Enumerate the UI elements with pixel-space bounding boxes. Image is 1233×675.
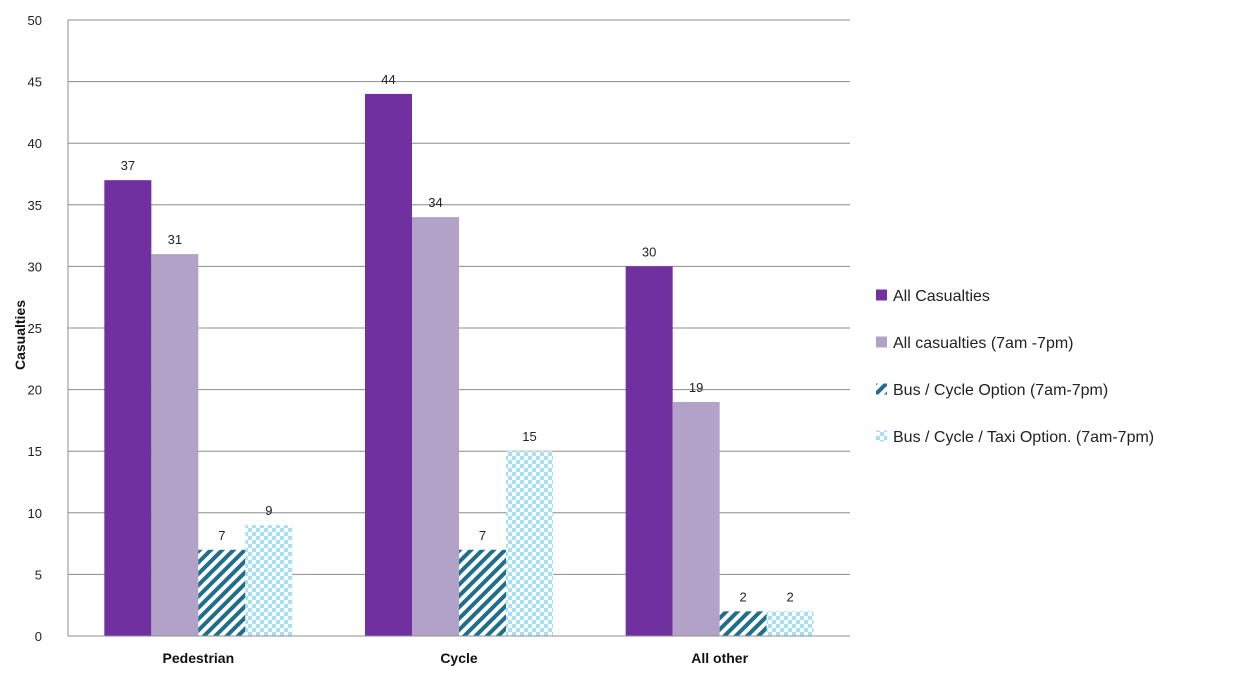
x-tick-label: Cycle: [440, 650, 478, 666]
data-label: 7: [218, 528, 225, 543]
y-tick-label: 10: [28, 506, 42, 521]
y-tick-label: 20: [28, 383, 42, 398]
bar: [365, 93, 412, 637]
x-tick-label: All other: [691, 650, 748, 666]
data-label: 44: [381, 72, 395, 87]
bar: [245, 525, 293, 636]
legend-label: All casualties (7am -7pm): [893, 335, 1074, 352]
bar: [198, 549, 246, 636]
data-label: 2: [740, 589, 747, 604]
y-tick-label: 40: [28, 136, 42, 151]
data-label: 19: [689, 380, 703, 395]
bar: [766, 611, 814, 636]
bar: [506, 451, 553, 636]
data-label: 15: [522, 429, 536, 444]
bar: [412, 217, 459, 636]
bar: [719, 611, 767, 636]
y-tick-label: 5: [35, 567, 42, 582]
data-label: 30: [642, 244, 656, 259]
data-label: 31: [168, 232, 182, 247]
legend-label: All Casualties: [893, 288, 990, 305]
legend-swatch: [876, 383, 887, 395]
legend: All Casualties All casualties (7am -7pm) B…: [876, 288, 1154, 446]
data-label: 2: [787, 589, 794, 604]
y-tick-label: 25: [28, 321, 42, 336]
y-tick-label: 45: [28, 75, 42, 90]
bar: [151, 254, 199, 636]
bar: [104, 180, 152, 636]
y-tick-label: 15: [28, 444, 42, 459]
y-tick-label: 0: [35, 629, 42, 644]
legend-swatch: [876, 336, 887, 348]
legend-swatch: [876, 289, 887, 301]
x-tick-label: Pedestrian: [163, 650, 235, 666]
data-label: 7: [479, 528, 486, 543]
legend-swatch: [876, 430, 887, 442]
legend-label: Bus / Cycle / Taxi Option. (7am-7pm): [893, 429, 1154, 446]
legend-label: Bus / Cycle Option (7am-7pm): [893, 382, 1108, 399]
y-tick-label: 35: [28, 198, 42, 213]
bar: [625, 266, 673, 636]
data-label: 34: [428, 195, 442, 210]
y-tick-label: 50: [28, 13, 42, 28]
bar: [459, 549, 506, 636]
y-axis-title: Casualties: [12, 300, 28, 370]
y-tick-label: 30: [28, 259, 42, 274]
axes: 0 5 10 15 20 25 30 35 40 45 50 Pedestrian Cycle All o…: [28, 13, 850, 666]
data-labels: 37 31 7 9 44 34 7 15 30 19 2 2: [121, 72, 794, 604]
data-label: 9: [265, 503, 272, 518]
data-label: 37: [121, 158, 135, 173]
bars: [104, 93, 814, 637]
bar: [672, 401, 720, 636]
